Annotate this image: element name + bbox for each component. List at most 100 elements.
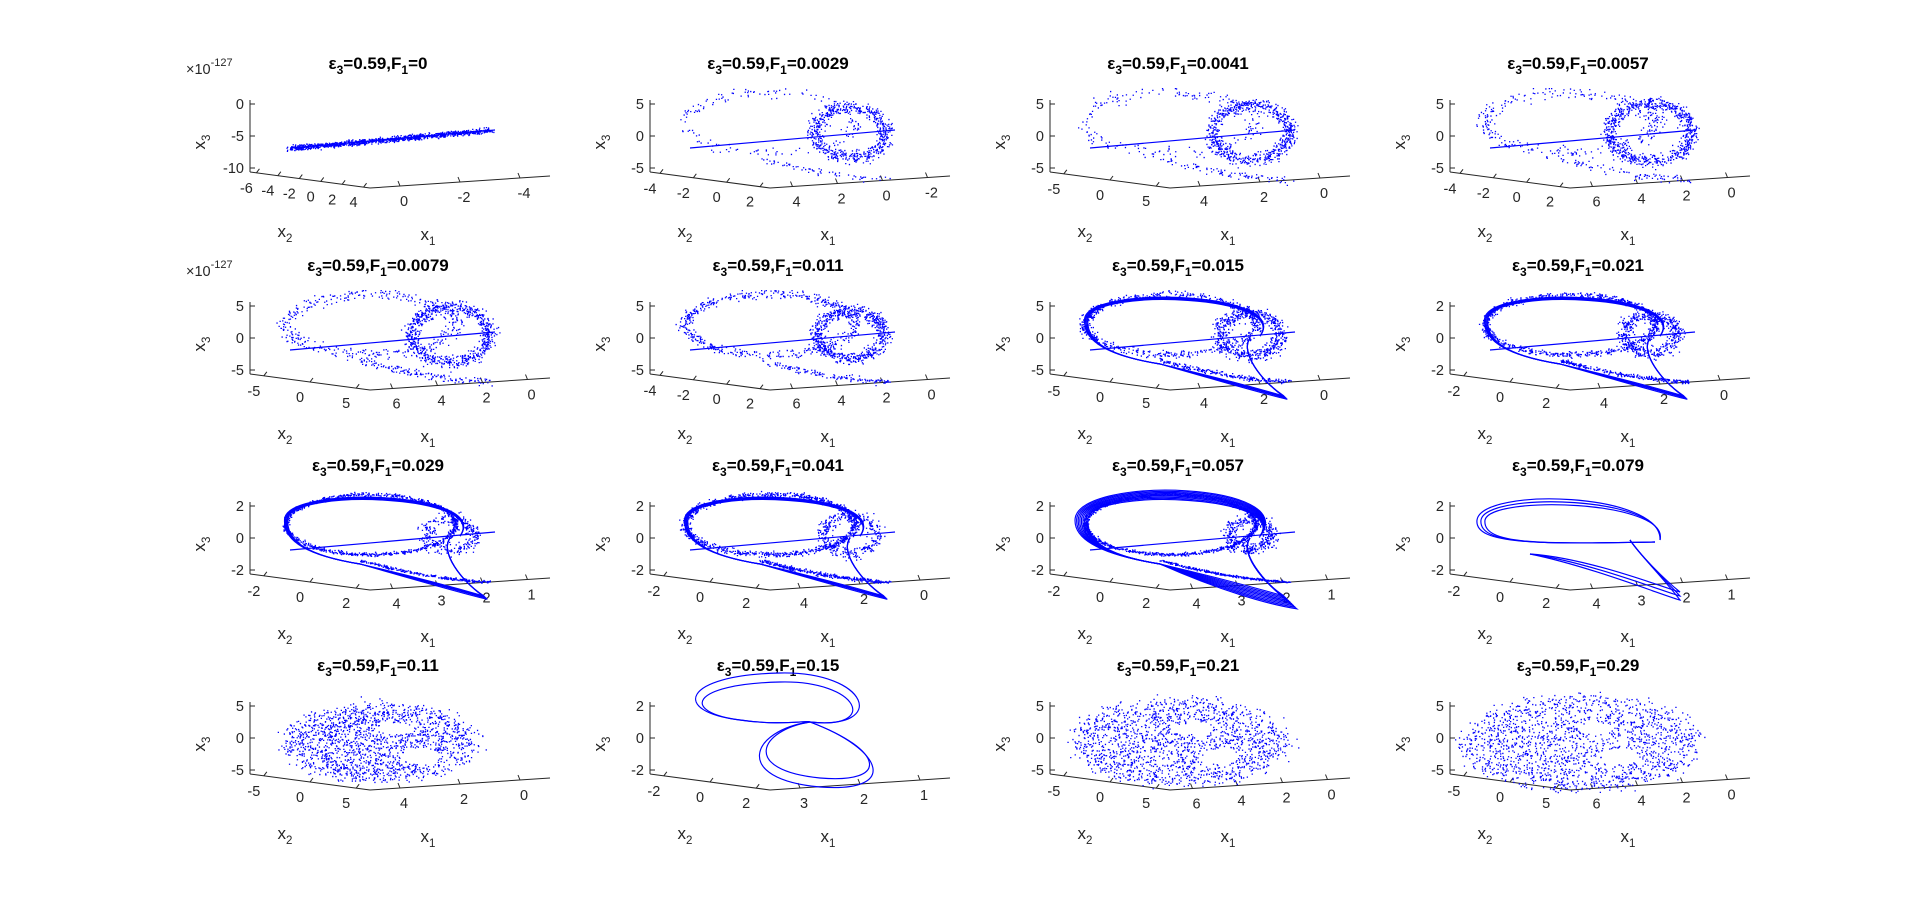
x2-tick-mark <box>1509 577 1514 583</box>
x2-tick-label: 4 <box>350 195 358 211</box>
x1-tick-mark <box>925 172 928 178</box>
x2-tick-mark <box>659 169 664 174</box>
x3-tick-label: -2 <box>631 763 644 779</box>
x2-tick-label: 0 <box>1496 590 1504 606</box>
x2-axis-label: x2 <box>678 424 693 447</box>
x2-tick-mark <box>726 379 731 385</box>
x2-tick-label: -2 <box>1477 186 1490 202</box>
x1-tick-label: 1 <box>527 588 535 604</box>
trajectory-line <box>289 331 496 351</box>
x2-tick-mark <box>256 168 260 174</box>
x3-tick-label: 5 <box>636 299 644 315</box>
trajectory-line <box>1489 129 1696 149</box>
x1-tick-label: 0 <box>1320 388 1328 404</box>
scatter-point-cloud <box>282 491 491 584</box>
x1-tick-mark <box>1190 783 1193 789</box>
x1-tick-mark <box>457 176 461 183</box>
x2-tick-label: -5 <box>1447 784 1460 800</box>
subplot-title: ε3=0.59,F1=0.0079 <box>307 256 449 279</box>
x1-tick-label: 4 <box>1237 794 1245 810</box>
x2-tick-mark <box>1063 571 1068 577</box>
x1-axis-line <box>769 377 951 391</box>
x1-tick-label: 2 <box>860 792 868 808</box>
scatter-points <box>1067 694 1300 790</box>
x2-tick-mark <box>1559 182 1564 187</box>
x2-tick-mark <box>1492 173 1497 179</box>
scatter-point-cloud <box>680 88 894 183</box>
x2-axis-label: x2 <box>678 222 693 245</box>
subplot-3: ε3=0.59,F1=0.0041 5 0 -5-5 0 5 4 2 0 x3 x2 x1 <box>990 54 1351 248</box>
x3-tick-label: 0 <box>1436 331 1444 347</box>
x3-axis-label: x3 <box>190 537 213 552</box>
trajectory-line <box>701 681 870 780</box>
x3-tick-label: -2 <box>1031 563 1044 579</box>
x2-axis-label: x2 <box>1078 222 1093 245</box>
x1-tick-label: 4 <box>1592 597 1600 613</box>
x1-axis-line <box>1169 777 1351 791</box>
scatter-points <box>282 491 491 584</box>
x2-tick-mark <box>759 182 764 187</box>
x1-tick-mark <box>397 782 401 789</box>
x3-tick-label: -5 <box>1431 161 1444 177</box>
scatter-points <box>1476 88 1700 184</box>
x1-tick-label: 2 <box>1282 791 1290 807</box>
x2-tick-mark <box>692 375 697 381</box>
x2-tick-label: -2 <box>1047 584 1060 600</box>
x2-tick-mark <box>1063 771 1068 777</box>
x2-tick-label: 2 <box>1542 596 1550 612</box>
x1-tick-mark <box>790 181 793 187</box>
x1-tick-mark <box>517 172 521 179</box>
x2-tick-mark <box>726 177 731 183</box>
x2-tick-label: 0 <box>1096 790 1104 806</box>
x2-tick-mark <box>363 182 367 188</box>
subplot-6: ε3=0.59,F1=0.011 5 0 -5-4 -2 0 2 6 4 2 0 x3 x2 x1 <box>590 256 951 450</box>
subplot-title: ε3=0.59,F1=0.0041 <box>1107 54 1249 77</box>
x1-axis-line <box>1169 577 1351 591</box>
x2-tick-mark <box>1463 571 1468 577</box>
x1-tick-mark <box>917 574 921 581</box>
x3-axis-label: x3 <box>590 537 613 552</box>
x2-tick-mark <box>309 777 314 783</box>
x1-tick-mark <box>1635 780 1638 786</box>
x1-axis-label: x1 <box>421 827 436 850</box>
x3-tick-label: 0 <box>636 531 644 547</box>
subplot-title: ε3=0.59,F1=0.15 <box>717 656 840 679</box>
subplot-title: ε3=0.59,F1=0.29 <box>1517 656 1640 679</box>
x1-axis-label: x1 <box>821 827 836 850</box>
scatter-points <box>679 490 892 584</box>
x2-tick-mark <box>1459 169 1464 174</box>
x2-axis-label: x2 <box>1478 424 1493 447</box>
trajectory-line <box>1484 504 1681 593</box>
x2-tick-label: 2 <box>342 596 350 612</box>
x3-axis-label: x3 <box>990 135 1013 150</box>
x1-tick-mark <box>1725 574 1728 580</box>
x2-tick-mark <box>1555 783 1560 789</box>
x1-tick-label: 4 <box>837 394 845 410</box>
x1-tick-mark <box>390 583 393 589</box>
scatter-point-cloud <box>679 490 892 584</box>
x1-tick-mark <box>525 374 528 380</box>
x1-tick-label: 2 <box>1682 189 1690 205</box>
scatter-point-cloud <box>1067 694 1300 790</box>
subplot-title: ε3=0.59,F1=0.21 <box>1117 656 1240 679</box>
x3-tick-label: 5 <box>236 299 244 315</box>
scatter-points <box>1078 88 1299 186</box>
x3-tick-label: 0 <box>636 731 644 747</box>
x2-tick-mark <box>263 571 268 577</box>
subplot-title: ε3=0.59,F1=0.0029 <box>707 54 849 77</box>
x2-tick-mark <box>1155 181 1160 187</box>
x1-tick-label: 2 <box>860 592 868 608</box>
x1-tick-mark <box>1190 583 1193 589</box>
x2-tick-label: -5 <box>1047 182 1060 198</box>
x2-tick-label: 5 <box>1142 396 1150 412</box>
trajectory-line <box>1089 331 1296 351</box>
x1-tick-label: 4 <box>1637 794 1645 810</box>
x2-tick-mark <box>355 383 360 389</box>
x2-axis-line <box>649 373 771 391</box>
x2-tick-mark <box>1526 177 1531 183</box>
x1-tick-mark <box>397 180 401 187</box>
x3-tick-label: -2 <box>1431 563 1444 579</box>
subplot-10: ε3=0.59,F1=0.041 2 0 -2-2 0 2 4 2 0 x3 x2 x1 <box>590 456 951 650</box>
x2-tick-label: 0 <box>296 390 304 406</box>
